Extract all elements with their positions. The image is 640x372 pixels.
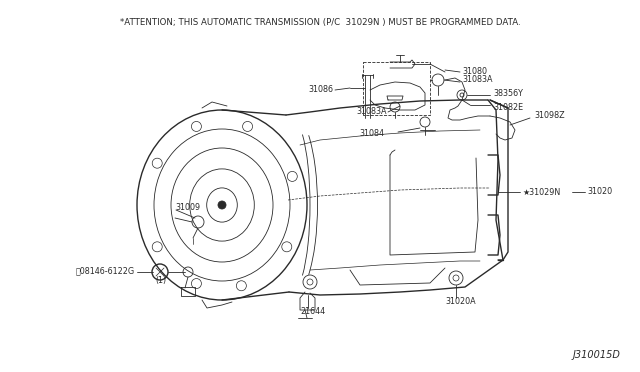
Text: 38356Y: 38356Y — [493, 89, 523, 97]
Text: 31083A: 31083A — [462, 76, 493, 84]
Text: 08146-6122G: 08146-6122G — [76, 266, 135, 276]
Text: 21644: 21644 — [300, 308, 325, 317]
Text: 31084: 31084 — [359, 128, 384, 138]
Text: *ATTENTION; THIS AUTOMATIC TRANSMISSION (P/C  31029N ) MUST BE PROGRAMMED DATA.: *ATTENTION; THIS AUTOMATIC TRANSMISSION … — [120, 17, 520, 26]
Circle shape — [218, 201, 226, 209]
Text: ★31029N: ★31029N — [522, 187, 560, 196]
Text: 31083A: 31083A — [356, 108, 387, 116]
Text: 31082E: 31082E — [493, 103, 523, 112]
Text: 31086: 31086 — [308, 86, 333, 94]
Text: 31020: 31020 — [587, 187, 612, 196]
Text: 31009: 31009 — [175, 202, 200, 212]
Text: 31080: 31080 — [462, 67, 487, 77]
Text: J310015D: J310015D — [572, 350, 620, 360]
Text: 31098Z: 31098Z — [534, 112, 564, 121]
Text: (1): (1) — [155, 276, 166, 285]
Text: 31020A: 31020A — [445, 298, 476, 307]
